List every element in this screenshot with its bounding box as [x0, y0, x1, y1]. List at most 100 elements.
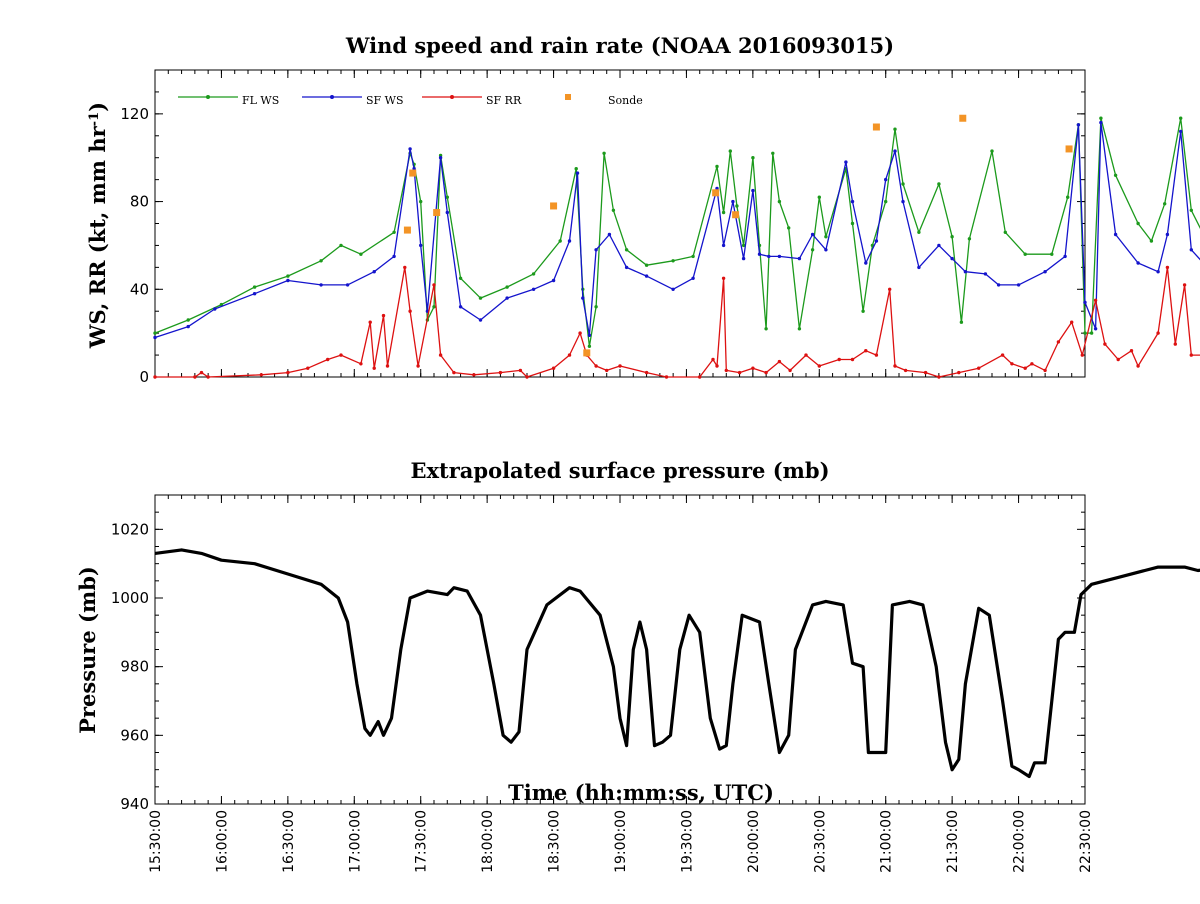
sonde-point: [550, 202, 558, 210]
sf-ws-point: [1189, 248, 1194, 252]
sf-rr-point: [1056, 340, 1061, 344]
sf-ws-point: [624, 265, 629, 270]
fl-ws-point: [1149, 239, 1154, 243]
sf-ws-point: [392, 254, 396, 259]
sf-ws-point: [419, 243, 423, 248]
sf-rr-point: [206, 375, 210, 379]
fl-ws-point: [937, 182, 941, 186]
sf-ws-point: [213, 307, 217, 311]
fl-ws-point: [319, 259, 323, 263]
fl-ws-point: [531, 272, 536, 276]
fl-ws-point: [884, 199, 888, 204]
sf-rr-point: [594, 364, 598, 368]
fl-ws-point: [594, 305, 598, 309]
fl-ws-point: [644, 263, 649, 267]
sf-rr-point: [306, 366, 310, 370]
sonde-point: [712, 189, 720, 197]
sf-ws-point: [824, 248, 828, 252]
sf-rr-point: [618, 364, 622, 368]
fl-ws-point: [558, 239, 562, 243]
sf-rr-point: [737, 370, 742, 375]
bottom-ytick-label: 960: [120, 726, 149, 744]
sf-ws-point: [731, 199, 735, 204]
sf-rr-point: [416, 364, 420, 368]
sf-rr-point: [1043, 368, 1047, 373]
fl-ws-point: [478, 296, 483, 300]
bottom-x-axis: 15:30:00 16:00:00 16:30:00 17:00:00 17:30:00…: [148, 495, 1094, 873]
fl-ws-line: [154, 117, 1200, 347]
sf-ws-point: [1156, 270, 1160, 274]
fl-ws-point: [967, 237, 972, 241]
top-y-axis-label: WS, RR (kt, mm hr-1): [85, 102, 110, 349]
sf-rr-point: [850, 357, 855, 362]
sf-ws-point: [408, 147, 412, 151]
sf-ws-point: [757, 252, 762, 256]
sf-rr-point: [923, 370, 928, 375]
sf-rr-point: [368, 320, 372, 324]
xtick-label: 22:00:00: [1012, 810, 1028, 873]
sf-rr-point: [1173, 342, 1178, 346]
sonde-point: [959, 114, 967, 122]
xtick-label: 18:00:00: [480, 810, 496, 873]
sf-ws-point: [751, 188, 755, 193]
top-y-axis-label-sup: -1: [87, 112, 102, 126]
fl-ws-point: [810, 248, 815, 252]
sf-rr-point: [339, 353, 343, 357]
fl-ws-point: [861, 309, 865, 313]
sf-ws-point: [531, 287, 536, 291]
bottom-chart-title: Extrapolated surface pressure (mb): [410, 458, 829, 483]
legend-fl-ws-label: FL WS: [242, 94, 279, 107]
sf-ws-point: [478, 318, 483, 322]
xtick-label: 21:00:00: [879, 810, 895, 873]
sf-rr-point: [724, 368, 728, 373]
sf-rr-point: [1116, 357, 1120, 362]
sf-ws-point: [741, 256, 746, 261]
sf-ws-point: [715, 186, 719, 191]
sf-rr-point: [518, 368, 523, 373]
sf-rr-point: [1093, 298, 1098, 302]
sf-ws-point: [1016, 283, 1021, 287]
sf-rr-point: [957, 370, 961, 375]
sf-rr-point: [721, 276, 726, 280]
sf-ws-point: [1165, 232, 1170, 237]
sonde-point: [872, 123, 880, 131]
sf-ws-point: [1043, 270, 1047, 274]
sf-rr-point: [1103, 342, 1107, 346]
sf-ws-point: [844, 160, 848, 164]
sf-ws-point: [950, 256, 954, 261]
sf-rr-point: [715, 364, 719, 368]
sf-rr-point: [452, 370, 456, 375]
sf-ws-point: [505, 296, 509, 300]
sonde-point: [583, 349, 591, 357]
sf-ws-point: [153, 335, 157, 340]
sf-ws-point: [438, 156, 443, 160]
fl-ws-point: [339, 243, 343, 248]
sf-ws-point: [372, 270, 376, 274]
fl-ws-point: [850, 221, 855, 226]
fl-ws-point: [715, 164, 719, 169]
fl-ws-point: [959, 320, 964, 324]
sf-ws-point: [594, 248, 598, 252]
xtick-label: 19:00:00: [613, 810, 629, 873]
sf-ws-point: [1113, 232, 1118, 237]
sf-ws-point: [1136, 261, 1140, 265]
sf-rr-point: [837, 357, 841, 362]
fl-ws-point: [153, 331, 157, 335]
sf-rr-point: [903, 368, 908, 373]
sf-rr-point: [193, 375, 197, 379]
sf-ws-point: [874, 239, 879, 243]
sonde-point: [409, 169, 417, 177]
fl-ws-point: [1189, 208, 1194, 212]
fl-ws-point: [797, 327, 802, 331]
bottom-y-axis-label: Pressure (mb): [75, 566, 100, 734]
fl-ws-point: [771, 151, 775, 155]
sf-rr-point: [153, 375, 157, 379]
sf-ws-point: [1076, 123, 1081, 127]
fl-ws-point: [359, 252, 363, 256]
fl-ws-point: [671, 259, 675, 263]
sf-rr-point: [1000, 353, 1005, 357]
fl-ws-point: [721, 210, 726, 215]
sf-ws-point: [551, 278, 556, 283]
sf-rr-point: [408, 309, 412, 313]
sf-rr-point: [751, 366, 755, 370]
